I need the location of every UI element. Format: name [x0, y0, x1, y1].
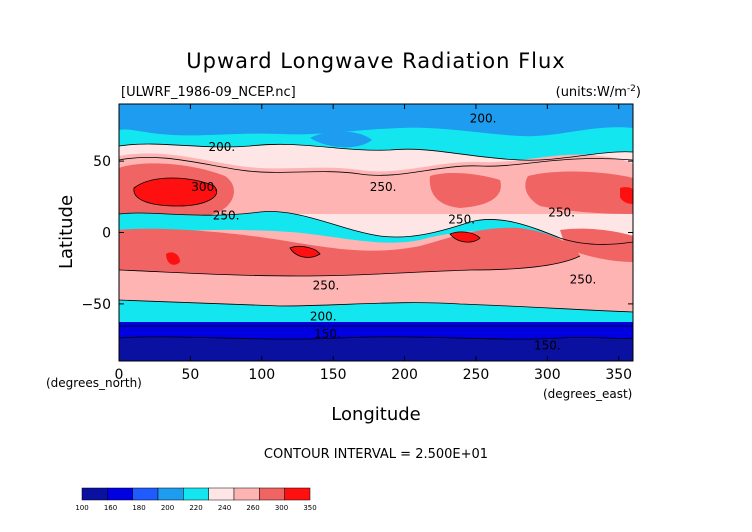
- contour-label: 250.: [370, 180, 397, 194]
- colorbar-swatch: [107, 487, 133, 501]
- x-unit-label: (degrees_east): [543, 387, 632, 401]
- colorbar-swatch: [284, 487, 311, 501]
- field-region-arctic-blue: [119, 104, 633, 137]
- field-region-arctic-patch: [310, 131, 372, 148]
- x-tick-label: 350: [605, 367, 632, 383]
- x-tick-label: 0: [115, 367, 124, 383]
- y-axis-label: Latitude: [56, 195, 77, 269]
- y-tick-label: 0: [102, 226, 111, 242]
- contour-label: 200.: [470, 111, 497, 125]
- contour-line: [119, 299, 633, 313]
- x-tick-label: 200: [391, 367, 418, 383]
- colorbar-swatch: [233, 487, 260, 501]
- contour-lines: [119, 143, 633, 340]
- colorbar-level-label: 160: [104, 504, 117, 512]
- contour-line: [119, 156, 633, 176]
- colorbar-swatch: [259, 487, 285, 501]
- field-region-north-red-3: [525, 171, 633, 214]
- y-axis-ticks: 50 0 −50: [81, 154, 633, 313]
- contour-interval-text: CONTOUR INTERVAL = 2.500E+01: [264, 447, 488, 462]
- colorbar-level-label: 300: [275, 504, 288, 512]
- y-tick-label: −50: [81, 297, 111, 313]
- units-label: (units:W/m-2): [556, 84, 641, 100]
- contour-line: [119, 143, 633, 161]
- colorbar: 100 160 180 200 220 240 260 300 350: [75, 487, 317, 512]
- colorbar-swatch: [132, 487, 159, 501]
- chart-title: Upward Longwave Radiation Flux: [186, 49, 565, 73]
- colorbar-level-label: 220: [189, 504, 202, 512]
- x-tick-label: 100: [248, 367, 275, 383]
- colorbar-level-label: 200: [161, 504, 174, 512]
- colorbar-level-label: 180: [132, 504, 145, 512]
- x-tick-label: 300: [534, 367, 561, 383]
- colorbar-swatch: [81, 487, 108, 501]
- contour-label: 200.: [208, 140, 235, 154]
- field-region-south-red-2: [560, 228, 633, 262]
- heatmap-field: 200. 200. 300. 250. 250. 250. 250. 250. 250. 200.…: [119, 104, 633, 361]
- contour-line: [119, 211, 633, 245]
- dataset-label: [ULWRF_1986-09_NCEP.nc]: [121, 85, 296, 100]
- contour-label: 250.: [548, 206, 575, 220]
- contour-line: [289, 246, 321, 258]
- field-region-africa-hot: [166, 252, 180, 265]
- contour-label: 200.: [310, 310, 337, 324]
- contour-label: 150.: [534, 338, 561, 352]
- y-tick-label: 50: [93, 154, 111, 170]
- colorbar-level-label: 260: [246, 504, 259, 512]
- colorbar-level-label: 240: [218, 504, 231, 512]
- colorbar-level-label: 100: [75, 504, 88, 512]
- field-region-sahara-hot: [133, 178, 217, 206]
- contour-label: 150.: [314, 327, 341, 341]
- contour-label: 250.: [570, 273, 597, 287]
- colorbar-swatch: [208, 487, 235, 501]
- contour-line: [449, 231, 481, 243]
- contour-labels: 200. 200. 300. 250. 250. 250. 250. 250. 250. 200.…: [191, 111, 596, 352]
- contour-line: [133, 177, 217, 207]
- colorbar-level-label: 350: [303, 504, 316, 512]
- contour-line: [119, 336, 633, 340]
- field-region-arabia-hot: [620, 187, 633, 204]
- x-axis-ticks: 0 50 100 150 200 250 300 350: [115, 104, 632, 383]
- x-axis-label: Longitude: [331, 404, 421, 425]
- field-region-north-pink: [119, 153, 633, 214]
- contour-label: 250.: [313, 278, 340, 292]
- contour-label: 250.: [213, 208, 240, 222]
- x-tick-label: 150: [320, 367, 347, 383]
- field-region-antarctic-mid: [119, 322, 633, 341]
- field-region-southern-cyan: [119, 300, 633, 326]
- field-region-antarctic-deep: [119, 336, 633, 361]
- contour-label: 300.: [191, 180, 218, 194]
- colorbar-swatch: [183, 487, 209, 501]
- x-tick-label: 50: [181, 367, 199, 383]
- x-tick-label: 250: [463, 367, 490, 383]
- field-region-north-red-2: [429, 173, 501, 208]
- contour-line: [119, 255, 581, 277]
- y-unit-label: (degrees_north): [46, 376, 142, 390]
- contour-label: 250.: [448, 213, 475, 227]
- colorbar-swatch: [157, 487, 184, 501]
